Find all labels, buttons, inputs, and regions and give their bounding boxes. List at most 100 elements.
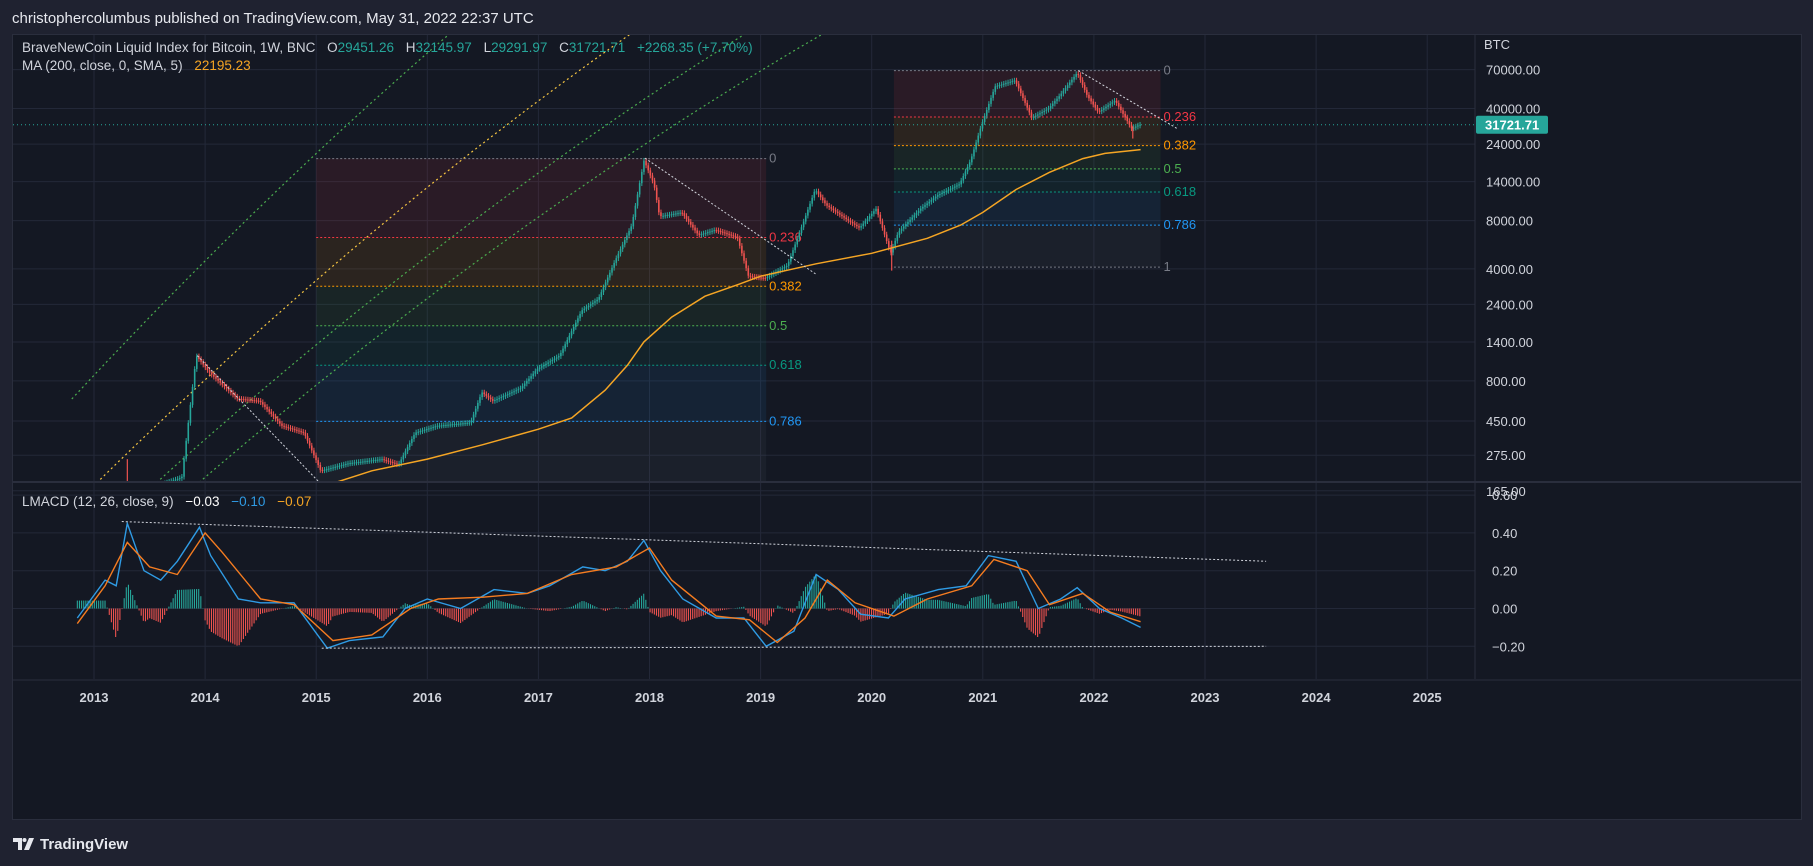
candle-body bbox=[272, 414, 275, 417]
candle-body bbox=[332, 467, 334, 469]
candle-body bbox=[1060, 93, 1063, 97]
candle-body bbox=[549, 361, 552, 363]
candle-body bbox=[638, 183, 641, 195]
tradingview-footer[interactable]: TradingView bbox=[12, 832, 128, 856]
macd-label: LMACD (12, 26, close, 9) bbox=[22, 494, 174, 509]
candle-body bbox=[968, 162, 971, 167]
time-axis-tick: 2020 bbox=[857, 690, 886, 705]
candle-body bbox=[176, 478, 179, 480]
candle-body bbox=[193, 368, 196, 387]
fib-level-label: 0.618 bbox=[769, 357, 802, 372]
candle-body bbox=[941, 192, 943, 195]
candle-body bbox=[1128, 121, 1131, 125]
candle-body bbox=[962, 176, 965, 181]
candle-body bbox=[866, 218, 869, 222]
candle-body bbox=[323, 469, 326, 471]
change-value: +2268.35 (+7.70%) bbox=[637, 40, 753, 55]
candle-body bbox=[474, 408, 477, 415]
time-axis-tick: 2022 bbox=[1079, 690, 1108, 705]
candle-body bbox=[934, 196, 937, 199]
candle-body bbox=[538, 367, 541, 369]
candle-body bbox=[753, 276, 756, 278]
candle-body bbox=[985, 109, 988, 116]
candle-body bbox=[293, 429, 296, 431]
candle-body bbox=[359, 461, 362, 463]
time-axis-tick: 2014 bbox=[191, 690, 221, 705]
candle-body bbox=[264, 404, 266, 407]
candle-body bbox=[998, 85, 1001, 87]
candle-body bbox=[670, 214, 673, 216]
candle-body bbox=[489, 397, 492, 400]
candle-body bbox=[1047, 108, 1050, 110]
chart-canvas[interactable]: 0 0.236 0.382 0.5 0.618 0.786 1 0 0.236 0.382 0.5 0… bbox=[13, 35, 1801, 819]
candle-body bbox=[232, 392, 234, 395]
candle-body bbox=[457, 423, 460, 425]
candle-body bbox=[575, 322, 577, 327]
candle-body bbox=[915, 212, 918, 216]
candle-body bbox=[1096, 107, 1099, 111]
ma-value: 22195.23 bbox=[194, 58, 251, 73]
candle-body bbox=[811, 197, 813, 204]
fib-zone bbox=[893, 192, 1161, 226]
candle-body bbox=[700, 234, 703, 236]
candle-body bbox=[617, 253, 620, 259]
candle-body bbox=[1056, 98, 1058, 102]
candle-body bbox=[975, 142, 977, 150]
candle-body bbox=[728, 233, 730, 235]
candle-body bbox=[530, 376, 532, 379]
candle-body bbox=[849, 220, 852, 222]
candle-body bbox=[481, 392, 483, 398]
candle-body bbox=[394, 462, 396, 464]
candle-body bbox=[413, 434, 415, 440]
candle-body bbox=[562, 348, 564, 353]
candle-body bbox=[687, 218, 690, 222]
candle-body bbox=[425, 429, 428, 431]
candle-body bbox=[319, 465, 322, 470]
macd-axis-tick: 0.40 bbox=[1492, 526, 1517, 541]
candle-body bbox=[1079, 75, 1082, 80]
candle-body bbox=[1073, 76, 1075, 80]
candle-body bbox=[411, 439, 413, 444]
candle-body bbox=[1028, 107, 1031, 113]
candle-body bbox=[306, 435, 309, 441]
candle-body bbox=[247, 399, 249, 401]
candle-body bbox=[460, 423, 462, 425]
candle-body bbox=[366, 460, 368, 462]
price-axis-tick: 70000.00 bbox=[1486, 63, 1540, 78]
chart-panel[interactable]: 0 0.236 0.382 0.5 0.618 0.786 1 0 0.236 0.382 0.5 0… bbox=[12, 34, 1802, 820]
candle-body bbox=[777, 270, 779, 272]
candle-body bbox=[873, 211, 875, 214]
candle-body bbox=[223, 384, 226, 387]
candle-body bbox=[1122, 110, 1124, 114]
price-axis-tick: 4000.00 bbox=[1486, 262, 1533, 277]
last-price-tag bbox=[1476, 115, 1548, 134]
candle-body bbox=[579, 313, 581, 319]
candle-body bbox=[1049, 106, 1052, 109]
candle-body bbox=[1117, 103, 1120, 107]
candle-body bbox=[928, 201, 931, 204]
time-axis-tick: 2016 bbox=[413, 690, 442, 705]
candle-body bbox=[798, 232, 801, 239]
candle-body bbox=[713, 230, 716, 232]
candle-body bbox=[685, 215, 688, 219]
candle-body bbox=[428, 428, 430, 430]
candle-body bbox=[338, 465, 341, 467]
candle-body bbox=[651, 175, 654, 181]
candle-body bbox=[606, 277, 609, 283]
fib-zone bbox=[893, 116, 1161, 146]
candle-body bbox=[462, 423, 464, 425]
candle-body bbox=[704, 232, 707, 234]
candle-body bbox=[732, 235, 735, 237]
candle-body bbox=[785, 265, 788, 268]
candle-body bbox=[421, 430, 424, 432]
candle-body bbox=[949, 188, 952, 190]
candle-body bbox=[1068, 82, 1071, 86]
time-axis-tick: 2021 bbox=[968, 690, 997, 705]
candle-body bbox=[860, 226, 862, 228]
candle-body bbox=[932, 198, 935, 201]
candle-body bbox=[951, 187, 954, 189]
candle-body bbox=[794, 244, 796, 251]
candle-body bbox=[709, 231, 711, 233]
candle-body bbox=[259, 400, 262, 403]
candle-body bbox=[958, 184, 960, 186]
